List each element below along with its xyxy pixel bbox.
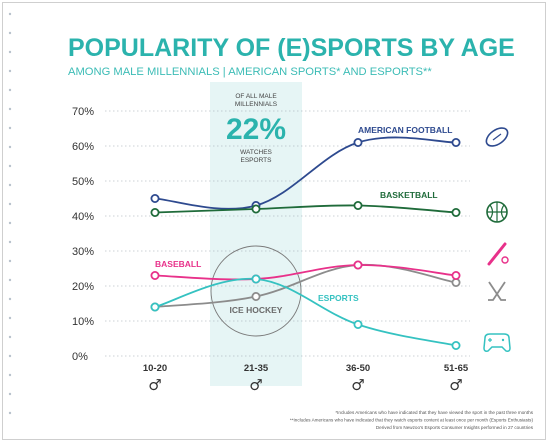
y-tick-label: 60% [72,141,94,153]
decorative-dot [8,50,12,54]
decorative-dot [8,259,12,263]
bat [487,242,507,266]
decorative-dot [8,145,12,149]
y-tick-label: 20% [72,281,94,293]
highlight-band [210,82,302,386]
gridlines [105,110,470,357]
decorative-dot [8,392,12,396]
decorative-dot [8,69,12,73]
ice-hockey-callout-circle [210,245,302,337]
data-point [251,291,261,301]
football-lace [492,133,502,141]
series-line [154,264,457,281]
decorative-dot [8,373,12,377]
highlight-text-line1: OF ALL MALE [235,93,277,100]
decorative-dot [8,12,12,16]
highlight-text-line2: MILLENNIALS [235,101,278,108]
highlight-value: 22% [226,113,286,146]
decorative-dot [8,297,12,301]
decorative-dot [8,278,12,282]
data-point [150,302,160,312]
decorative-dot [8,240,12,244]
football-outline [485,127,509,147]
y-tick-label: 30% [72,246,94,258]
male-symbol-icon: ♂ [449,376,462,394]
decorative-dot [8,31,12,35]
series-line [154,136,457,210]
male-symbol-icon: ♂ [351,376,364,394]
y-tick-label: 0% [72,351,88,363]
data-point [353,260,363,270]
data-point [451,137,461,147]
gamepad-body [483,333,511,352]
decorative-dot-column [8,12,12,415]
decorative-dot [8,411,12,415]
data-point [150,207,160,217]
decorative-dot [8,88,12,92]
highlight-text-line4: ESPORTS [241,157,273,164]
data-point [353,137,363,147]
male-symbol-icon: ♂ [148,376,161,394]
footnote: *Includes Americans who have indicated t… [335,410,533,415]
y-tick-label: 40% [72,211,94,223]
stick [488,281,506,301]
decorative-dot [8,164,12,168]
footnote: Derived from Newzoo's Esports Consumer I… [376,425,534,430]
series-esports [150,274,461,350]
stick [488,281,506,301]
data-point [451,270,461,280]
ball [501,256,509,264]
series-label: BASEBALL [155,259,201,269]
decorative-dot [8,354,12,358]
decorative-dot [8,183,12,187]
data-point [353,200,363,210]
sport-icons [483,127,511,352]
highlight-text-line3: WATCHES [240,149,272,156]
x-tick-label: 10-20 [143,363,167,374]
chart-subtitle: AMONG MALE MILLENNIALS | AMERICAN SPORTS… [68,66,432,78]
series-label: AMERICAN FOOTBALL [358,125,452,135]
decorative-dot [8,107,12,111]
series-american-football [150,136,461,210]
hockey-sticks-icon [488,281,506,301]
footnote: **Includes Americans who have indicated … [290,418,534,423]
decorative-dot [8,316,12,320]
ball-seam [489,204,505,220]
series-label: ESPORTS [318,293,359,303]
data-point [150,270,160,280]
data-point [451,207,461,217]
decorative-dot [8,202,12,206]
data-point [451,340,461,350]
y-tick-label: 10% [72,316,94,328]
x-tick-label: 36-50 [346,363,370,374]
gamepad-dpad [488,338,492,342]
decorative-dot [8,335,12,339]
american-football-icon [485,127,509,147]
series-line [154,204,457,214]
x-tick-label: 51-65 [444,363,469,374]
gamepad-icon [483,333,511,352]
series-label: ICE HOCKEY [230,305,283,315]
series-label: BASKETBALL [380,190,438,200]
x-tick-label: 21-35 [244,363,269,374]
basketball-icon [486,201,508,223]
gamepad-button [501,338,505,342]
data-point [150,193,160,203]
chart-title: POPULARITY OF (E)SPORTS BY AGE [68,34,515,62]
baseball-bat-icon [487,242,509,266]
y-tick-label: 70% [72,106,94,118]
series-basketball [150,200,461,217]
decorative-dot [8,221,12,225]
decorative-dot [8,126,12,130]
data-point [353,319,363,329]
series-line [154,277,457,347]
series-line [154,263,457,308]
data-point [251,274,261,284]
data-point [251,204,261,214]
male-symbol-icon: ♂ [249,376,262,394]
y-tick-label: 50% [72,176,94,188]
